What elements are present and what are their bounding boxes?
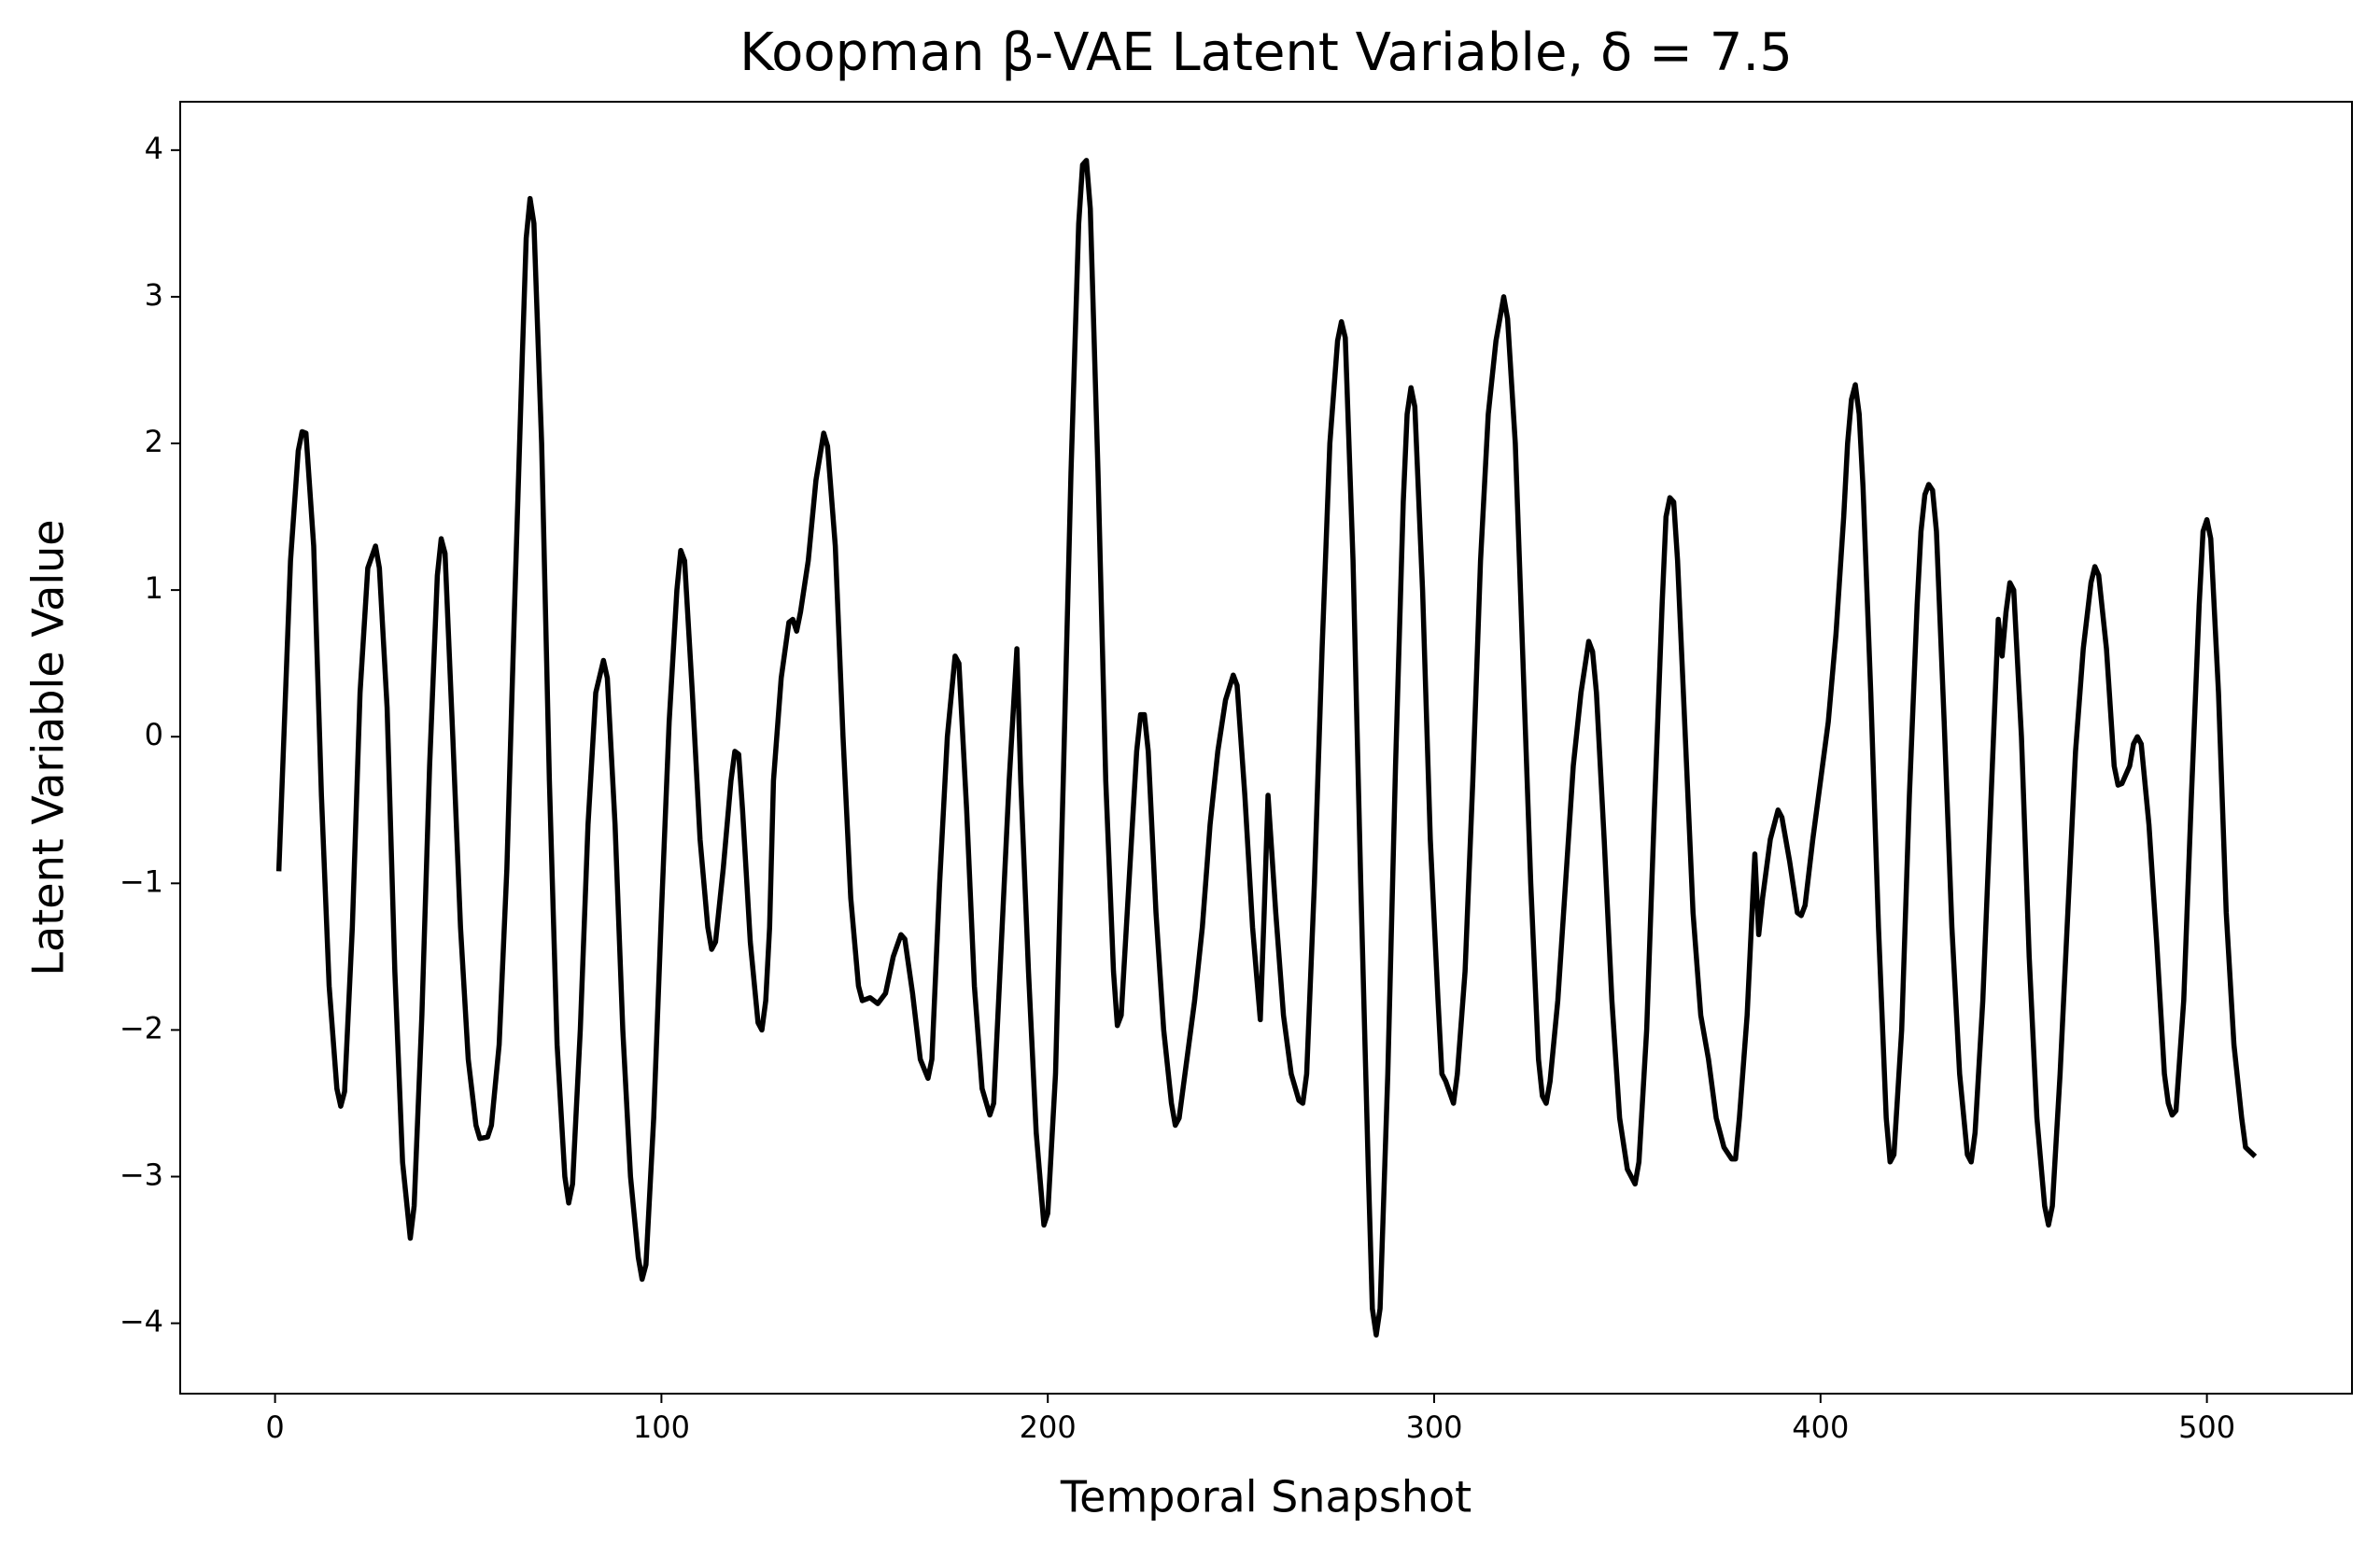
x-tick-label: 200 [1020,1410,1077,1445]
y-tick-label: 2 [145,424,163,459]
y-tick-label: 0 [145,717,163,752]
y-axis-label: Latent Variable Value [23,519,74,975]
y-tick-label: −3 [120,1157,163,1193]
y-tick-label: −2 [120,1010,163,1045]
y-tick-label: 1 [145,570,163,606]
y-tick-label: 4 [145,131,163,166]
x-tick-label: 400 [1792,1410,1849,1445]
x-tick-label: 500 [2178,1410,2235,1445]
x-tick-label: 100 [633,1410,690,1445]
data-line [275,158,2258,1338]
y-tick-label: 3 [145,277,163,313]
x-tick-label: 0 [265,1410,284,1445]
x-axis-label: Temporal Snapshot [1060,1472,1472,1522]
plot-frame [179,101,2353,1395]
chart-title: Koopman β-VAE Latent Variable, δ = 7.5 [739,22,1793,83]
x-tick-label: 300 [1405,1410,1462,1445]
y-tick-label: −1 [120,863,163,899]
y-tick-label: −4 [120,1304,163,1340]
